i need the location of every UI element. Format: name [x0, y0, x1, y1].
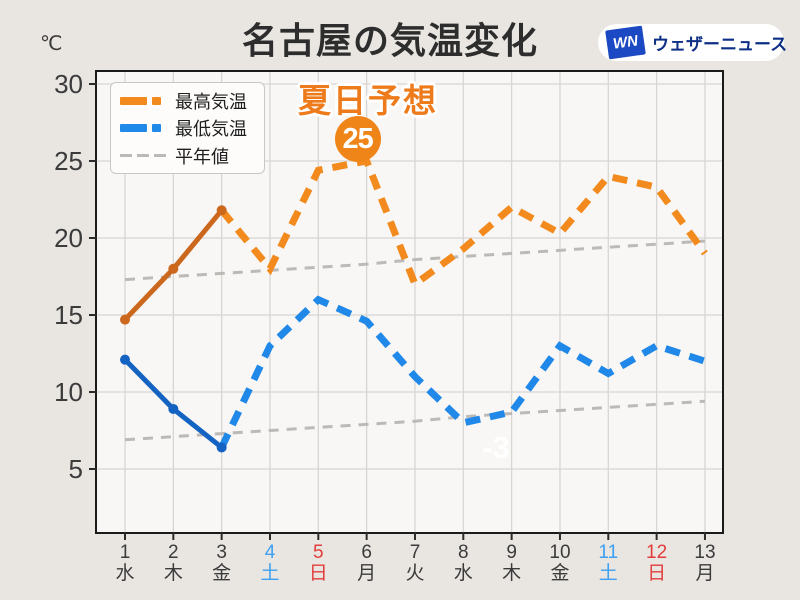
chart-canvas: 510152025301水2木3金4土5日6月7火8水9木10金11土12日13…	[54, 69, 722, 584]
x-weekday-label: 金	[212, 562, 231, 584]
summer-day-forecast-label: 夏日予想	[298, 82, 438, 119]
legend-label: 最低気温	[175, 119, 247, 139]
y-tick-label: 30	[54, 69, 83, 99]
x-weekday-label: 日	[308, 563, 327, 584]
min-forecast-line	[217, 294, 706, 449]
x-weekday-label: 木	[163, 562, 182, 584]
chart-legend: 最高気温 最低気温 平年値	[110, 82, 265, 174]
x-weekday-label: 火	[405, 563, 424, 584]
x-day-label: 9	[506, 542, 517, 563]
x-weekday-label: 金	[550, 562, 569, 584]
x-day-label: 4	[264, 542, 275, 563]
max-observed-marker	[119, 314, 130, 325]
y-tick-label: 10	[54, 377, 83, 407]
y-tick-label: 25	[54, 146, 83, 176]
x-day-label: 10	[549, 542, 570, 563]
max-observed-marker	[167, 263, 178, 274]
normal_low-line	[124, 399, 705, 441]
x-day-label: 5	[313, 542, 324, 563]
y-tick-label: 15	[54, 300, 83, 330]
x-day-label: 12	[646, 542, 667, 563]
min-observed-marker	[119, 354, 130, 365]
y-axis-unit-label: ℃	[40, 33, 63, 55]
weathernews-logo: WN ウェザーニュース	[598, 24, 788, 61]
legend-item-min: 最低気温	[120, 115, 264, 141]
normal-dash-icon	[120, 154, 166, 157]
max-temp-dash-icon	[120, 96, 166, 105]
x-day-label: 2	[168, 542, 179, 563]
y-tick-label: 5	[68, 454, 82, 484]
x-day-label: 7	[409, 542, 420, 563]
max-observed-marker	[216, 204, 227, 215]
peak-temperature-badge: 25	[334, 116, 381, 162]
x-weekday-label: 日	[647, 563, 666, 584]
min-observed-marker	[167, 403, 178, 414]
normal_high-line	[124, 239, 705, 281]
x-weekday-label: 土	[598, 562, 617, 584]
legend-item-max: 最高気温	[120, 88, 264, 114]
x-weekday-label: 水	[115, 562, 134, 584]
x-weekday-label: 土	[260, 562, 279, 584]
legend-item-normal: 平年値	[120, 143, 264, 169]
x-day-label: 8	[458, 542, 469, 563]
x-weekday-label: 月	[695, 563, 714, 584]
logo-wn-icon: WN	[605, 25, 646, 60]
legend-label: 平年値	[175, 146, 229, 167]
x-day-label: 11	[598, 542, 618, 563]
x-day-label: 6	[361, 542, 372, 563]
page-title: 名古屋の気温変化	[241, 20, 538, 61]
legend-label: 最高気温	[175, 91, 247, 112]
x-weekday-label: 月	[357, 563, 376, 584]
x-day-label: 13	[694, 542, 715, 563]
y-tick-label: 20	[54, 223, 83, 253]
logo-mark: WN	[611, 32, 640, 53]
max-forecast-line	[218, 156, 708, 290]
faint-diff-label: -3	[482, 430, 510, 465]
x-weekday-label: 水	[453, 562, 472, 584]
logo-name: ウェザーニュース	[652, 35, 788, 54]
x-weekday-label: 木	[502, 562, 521, 584]
x-day-label: 3	[216, 542, 227, 563]
min-observed-marker	[216, 441, 227, 452]
x-day-label: 1	[119, 542, 130, 563]
min-temp-dash-icon	[120, 124, 166, 132]
